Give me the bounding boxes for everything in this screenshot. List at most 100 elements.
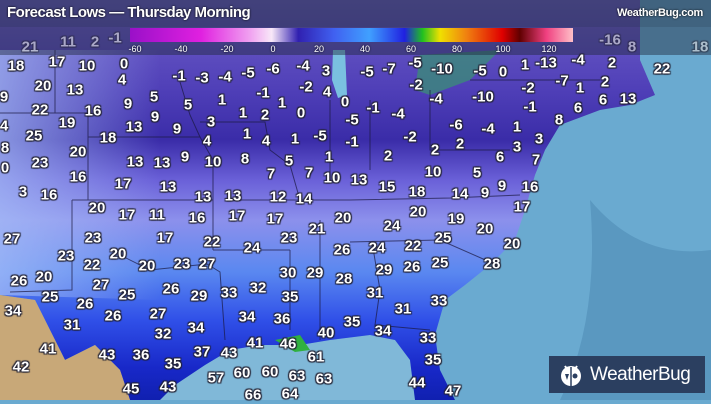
- temperature-label: 35: [343, 313, 361, 331]
- temperature-label: 1: [242, 125, 252, 143]
- legend-tick: 0: [270, 44, 276, 54]
- temperature-label: 6: [573, 99, 583, 117]
- temperature-label: 6: [495, 148, 505, 166]
- temperature-label: 45: [122, 380, 140, 398]
- temperature-label: -1: [366, 99, 380, 117]
- temperature-label: 25: [25, 127, 43, 145]
- temperature-label: 20: [334, 209, 352, 227]
- temperature-label: 35: [164, 355, 182, 373]
- temperature-label: 0: [498, 63, 508, 81]
- site-link[interactable]: WeatherBug.com: [616, 7, 703, 19]
- temperature-label: 5: [472, 164, 482, 182]
- temperature-label: 26: [76, 295, 94, 313]
- temperature-label: 9: [150, 108, 160, 126]
- temperature-label: 2: [90, 33, 100, 51]
- temperature-label: 26: [10, 272, 28, 290]
- temperature-label: 5: [284, 152, 294, 170]
- temperature-label: 24: [383, 217, 401, 235]
- temperature-label: 24: [243, 239, 261, 257]
- temperature-label: 17: [266, 210, 284, 228]
- temperature-label: 13: [153, 154, 171, 172]
- temperature-label: 27: [3, 230, 21, 248]
- temperature-label: -1: [345, 133, 359, 151]
- lake-michigan: [332, 50, 347, 98]
- temperature-label: 16: [69, 168, 87, 186]
- temperature-label: 20: [503, 235, 521, 253]
- temperature-label: 1: [324, 148, 334, 166]
- temperature-label: 0: [119, 55, 129, 73]
- temperature-label: 3: [206, 113, 216, 131]
- temperature-label: 26: [403, 258, 421, 276]
- state-borders: [0, 50, 600, 341]
- temperature-label: -4: [391, 105, 405, 123]
- temperature-label: 22: [653, 60, 671, 78]
- temperature-label: 9: [0, 88, 9, 106]
- temperature-label: 7: [304, 164, 314, 182]
- temperature-label: 31: [394, 300, 412, 318]
- temperature-label: 44: [408, 374, 426, 392]
- temperature-label: -6: [449, 116, 463, 134]
- temperature-label: 22: [203, 233, 221, 251]
- temperature-label: 13: [194, 188, 212, 206]
- temperature-label: 27: [198, 255, 216, 273]
- temperature-label: 20: [409, 203, 427, 221]
- temperature-label: 3: [321, 62, 331, 80]
- temperature-label: 13: [66, 81, 84, 99]
- legend-tick: -60: [128, 44, 142, 54]
- temperature-label: 20: [69, 143, 87, 161]
- map-title: Forecast Lows — Thursday Morning: [7, 4, 251, 21]
- temperature-label: 4: [261, 132, 271, 150]
- deep-ocean: [560, 200, 711, 400]
- temperature-label: 16: [521, 178, 539, 196]
- logo-text: WeatherBug: [590, 363, 691, 385]
- temperature-label: 20: [109, 245, 127, 263]
- temperature-label: 13: [125, 118, 143, 136]
- temperature-label: 26: [104, 307, 122, 325]
- temperature-label: 11: [149, 206, 165, 224]
- temperature-label: 1: [217, 91, 227, 109]
- temperature-label: 1: [238, 104, 248, 122]
- temperature-label: 6: [598, 91, 608, 109]
- temperature-label: -7: [382, 60, 396, 78]
- temperature-label: 63: [288, 367, 306, 385]
- temperature-label: -4: [571, 51, 585, 69]
- temperature-label: 36: [132, 346, 150, 364]
- temperature-label: 27: [149, 305, 167, 323]
- temperature-label: 41: [39, 340, 57, 358]
- temperature-label: 36: [273, 310, 291, 328]
- temperature-label: 43: [159, 378, 177, 396]
- temperature-color-scale: [130, 28, 573, 42]
- temperature-label: -4: [296, 57, 310, 75]
- mexico-land: [0, 295, 130, 400]
- temperature-label: 34: [4, 302, 22, 320]
- temperature-label: -13: [535, 54, 557, 72]
- temperature-label: 15: [378, 178, 396, 196]
- temperature-label: 60: [261, 363, 279, 381]
- temperature-label: 13: [126, 153, 144, 171]
- temperature-label: -4: [429, 90, 443, 108]
- temperature-label: 43: [220, 344, 238, 362]
- temperature-label: 10: [323, 169, 341, 187]
- temperature-label: 20: [34, 77, 52, 95]
- temperature-label: -5: [241, 64, 255, 82]
- temperature-label: -2: [403, 128, 417, 146]
- temperature-label: 29: [375, 261, 393, 279]
- temperature-label: 34: [374, 322, 392, 340]
- legend-tick: 80: [451, 44, 463, 54]
- temperature-label: 2: [607, 54, 617, 72]
- temperature-label: 9: [172, 120, 182, 138]
- temperature-label: 10: [204, 153, 222, 171]
- temperature-label: 16: [40, 186, 58, 204]
- temperature-label: 33: [220, 284, 238, 302]
- temperature-label: -3: [195, 69, 209, 87]
- temperature-label: 26: [333, 241, 351, 259]
- temperature-label: 46: [279, 335, 297, 353]
- temperature-label: 9: [180, 148, 190, 166]
- temperature-label: 37: [193, 343, 211, 361]
- temperature-label: -10: [431, 60, 453, 78]
- temperature-label: 20: [476, 220, 494, 238]
- temperature-label: 35: [424, 351, 442, 369]
- temperature-label: 32: [249, 279, 267, 297]
- temperature-label: 21: [21, 38, 39, 56]
- temperature-label: 23: [173, 255, 191, 273]
